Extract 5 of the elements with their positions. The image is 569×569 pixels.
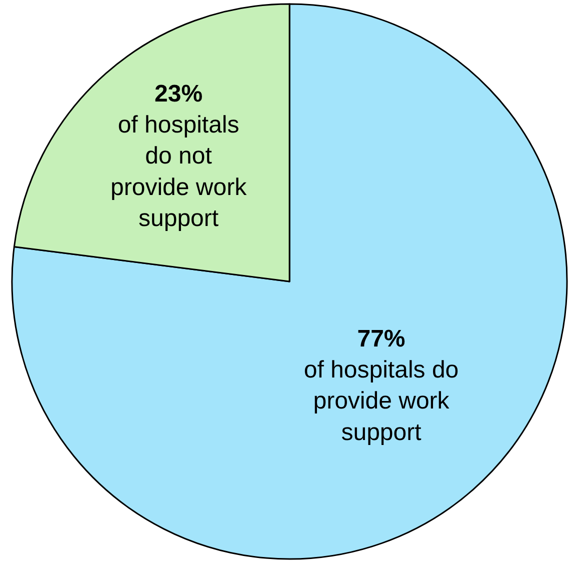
slice-label: of hospitals do not provide work support	[110, 112, 248, 232]
slice-label: of hospitals do provide work support	[304, 356, 459, 446]
data-label: 77%	[357, 325, 406, 352]
pie-slice	[11, 3, 568, 560]
data-label: 23%	[154, 80, 203, 108]
